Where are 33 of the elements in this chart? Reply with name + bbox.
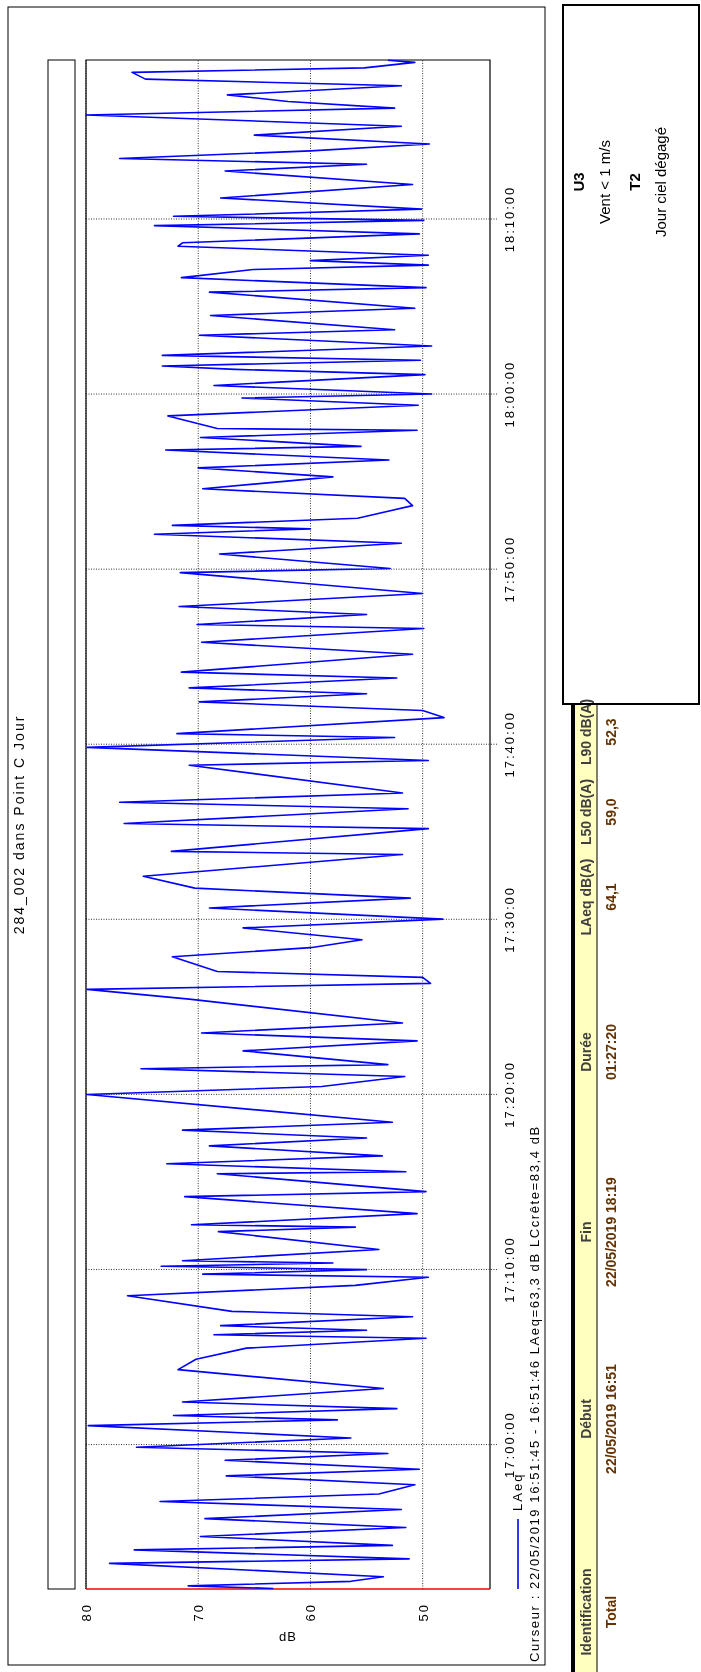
text: Total	[603, 1595, 619, 1629]
y-tick-label: 18:10:00	[502, 185, 517, 253]
text: Identification	[578, 1568, 594, 1656]
y-tick-label: 18:00:00	[502, 360, 517, 428]
text: U3	[570, 172, 587, 192]
text: 64,1	[603, 883, 619, 911]
text: Début	[578, 1398, 594, 1439]
y-tick-label: 17:40:00	[502, 710, 517, 778]
y-tick-label: 17:20:00	[502, 1061, 517, 1128]
y-tick-label: 17:30:00	[502, 886, 517, 953]
text: Curseur : 22/05/2019 16:51:45 - 16:51:46 LAeq=63,3 dB LCcrête=83,4 dB	[527, 1125, 542, 1662]
text: 22/05/2019 18:19	[603, 1176, 619, 1287]
text: 284_002 dans Point C Jour	[11, 714, 27, 935]
text: Durée	[578, 1031, 594, 1072]
text: 01:27:20	[603, 1023, 619, 1081]
text: 52,3	[603, 718, 619, 746]
text: Jour ciel dégagé	[652, 126, 669, 238]
text: 59,0	[603, 798, 619, 826]
text: T2	[626, 173, 643, 191]
text: L90 dB(A)	[578, 698, 594, 766]
x-tick-label: 80	[79, 1603, 94, 1622]
y-tick-label: 17:50:00	[502, 535, 517, 603]
text: Vent < 1 m/s	[596, 140, 613, 224]
x-tick-label: 70	[191, 1603, 207, 1622]
x-tick-label: 60	[303, 1603, 319, 1622]
line-series	[85, 59, 445, 1590]
x-tick-label: 50	[415, 1603, 431, 1622]
x-axis-title: dB	[279, 1629, 297, 1644]
text: L50 dB(A)	[578, 778, 594, 846]
text: Fin	[578, 1221, 594, 1243]
y-tick-label: 17:10:00	[502, 1236, 517, 1303]
text: LAeq dB(A)	[578, 858, 594, 936]
text: 22/05/2019 16:51	[603, 1363, 619, 1474]
